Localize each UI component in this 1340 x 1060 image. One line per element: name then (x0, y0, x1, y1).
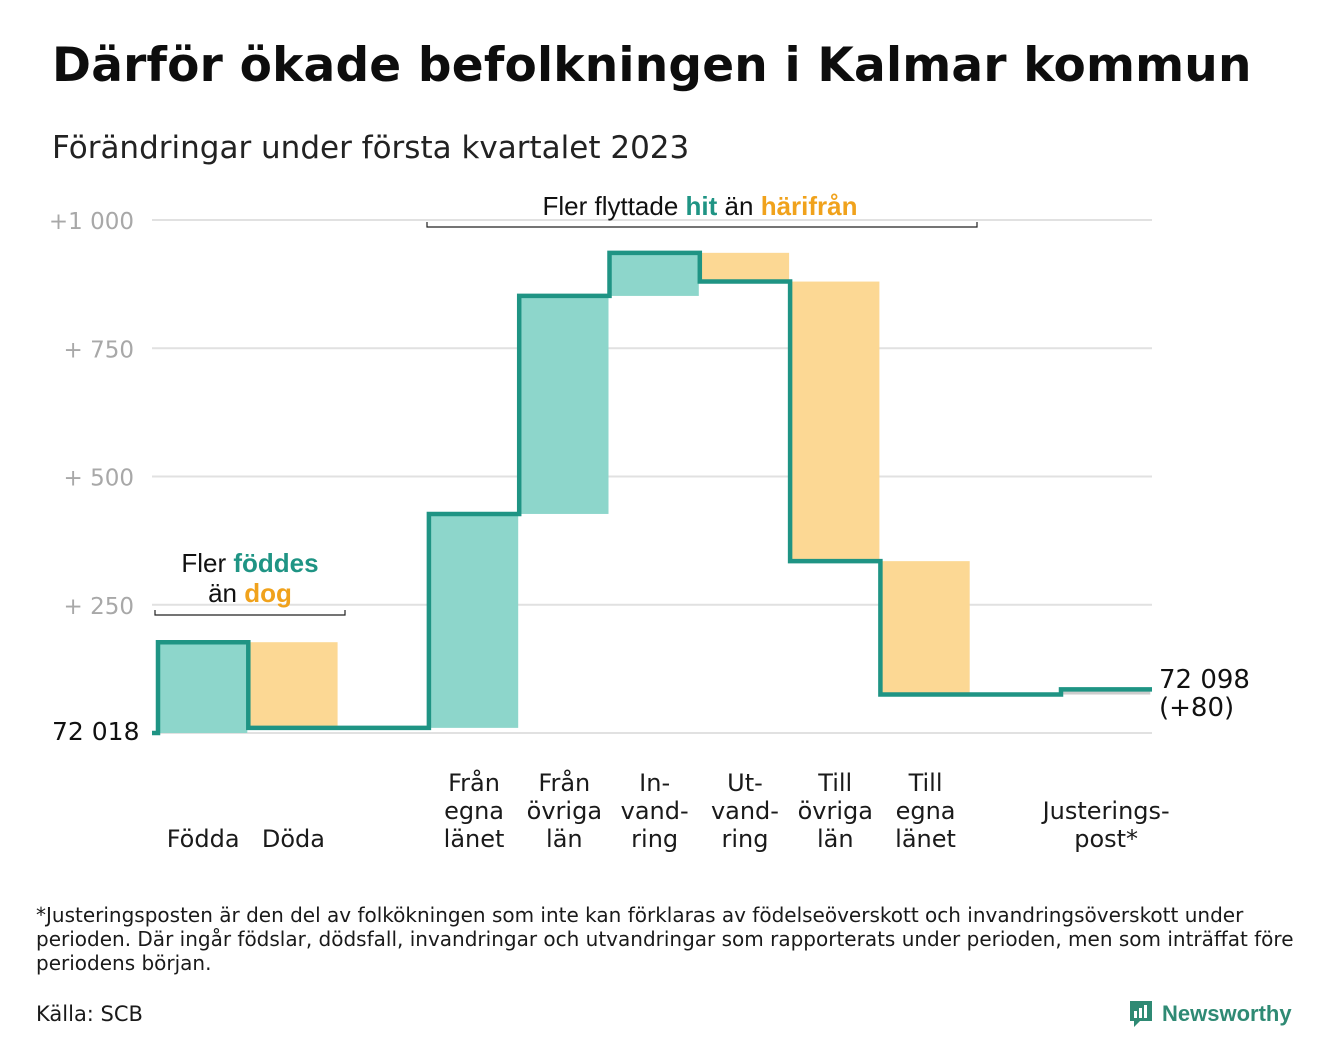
waterfall-chart: + 250 + 500 + 750 +1 000 Födda Döda Från egna lä… (49, 191, 1250, 853)
start-value-label: 72 018 (52, 717, 139, 746)
newsworthy-logo[interactable]: Newsworthy (1128, 997, 1292, 1031)
chart-subtitle: Förändringar under första kvartalet 2023 (52, 130, 690, 166)
footnote: *Justeringsposten är den del av folkökni… (36, 903, 1294, 975)
adjustment-bar (1061, 689, 1151, 695)
migration-bracket (426, 222, 978, 228)
x-category-label: Från övriga län (527, 768, 602, 853)
x-category-label: Döda (262, 825, 325, 853)
x-category-label: Justerings-post* (1041, 797, 1170, 853)
brand-name: Newsworthy (1162, 1001, 1292, 1026)
decrease-bar (248, 642, 338, 728)
births-bracket (154, 610, 346, 616)
annotation-births: Fler föddes än dog (181, 548, 318, 608)
increase-bar (519, 295, 609, 514)
x-category-label: Födda (167, 825, 240, 853)
cumulative-step-line (152, 250, 1152, 736)
end-change-label: (+80) (1159, 693, 1234, 723)
y-tick-label: + 250 (64, 594, 134, 620)
x-category-label: Till övriga län (798, 769, 873, 853)
x-category-label: Från egna länet (444, 768, 505, 853)
decrease-bar (880, 561, 970, 695)
newsworthy-icon (1130, 1001, 1152, 1027)
end-value-label: 72 098 (1159, 665, 1250, 695)
y-tick-label: +1 000 (49, 209, 134, 235)
decrease-bar (699, 252, 790, 282)
increase-bar (609, 252, 699, 296)
increase-bar (158, 642, 248, 733)
annotation-migration: Fler flyttade hit än härifrån (542, 191, 857, 221)
y-tick-label: + 750 (64, 337, 134, 363)
decrease-bar (790, 281, 880, 562)
x-category-label: Ut-vand-ring (711, 769, 779, 853)
chart-title: Därför ökade befolkningen i Kalmar kommu… (52, 38, 1252, 93)
x-category-label: In-vand-ring (621, 769, 689, 853)
increase-bar (428, 513, 519, 728)
y-tick-label: + 500 (64, 466, 134, 492)
source-label: Källa: SCB (36, 1002, 143, 1026)
x-category-label: Till egna länet (895, 769, 956, 853)
